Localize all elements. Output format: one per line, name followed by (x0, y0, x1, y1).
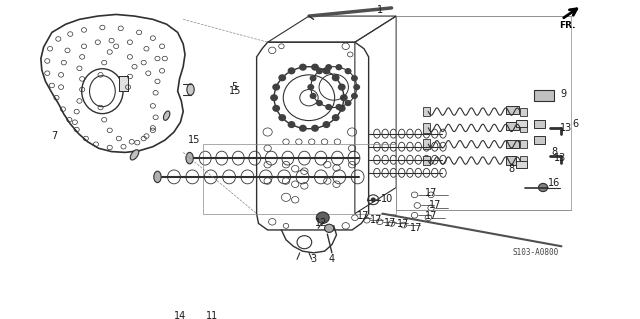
Circle shape (332, 115, 339, 121)
Text: 16: 16 (548, 178, 560, 188)
Circle shape (351, 76, 357, 81)
Text: 7: 7 (51, 131, 58, 141)
Bar (119, 77, 128, 91)
Ellipse shape (187, 84, 194, 95)
Text: S103-A0800: S103-A0800 (513, 248, 559, 257)
Text: 15: 15 (229, 86, 242, 96)
Text: 17: 17 (425, 188, 437, 198)
Text: 17: 17 (383, 218, 396, 228)
Text: 17: 17 (357, 211, 369, 221)
Circle shape (310, 76, 316, 81)
Text: 6: 6 (572, 119, 579, 129)
Bar (534, 136, 545, 144)
Text: 13: 13 (554, 153, 566, 163)
Text: 1: 1 (376, 4, 383, 15)
Text: 17: 17 (410, 223, 422, 233)
Bar (520, 124, 527, 132)
Text: 3: 3 (310, 254, 317, 263)
Text: 12: 12 (315, 219, 327, 228)
Circle shape (336, 105, 342, 109)
Text: 17: 17 (397, 219, 410, 229)
Circle shape (326, 65, 332, 70)
Circle shape (323, 68, 330, 74)
Circle shape (336, 65, 342, 70)
Circle shape (317, 69, 322, 74)
Circle shape (340, 95, 347, 100)
Text: 17: 17 (370, 215, 382, 225)
Text: FR.: FR. (559, 21, 575, 30)
Circle shape (317, 100, 322, 106)
Text: 17: 17 (425, 211, 437, 221)
Bar (506, 157, 516, 165)
Bar (520, 108, 527, 116)
Circle shape (538, 183, 548, 192)
Text: 8: 8 (509, 164, 515, 174)
Circle shape (326, 105, 332, 109)
Text: 9: 9 (560, 89, 566, 100)
Bar (423, 139, 430, 149)
Circle shape (323, 122, 330, 127)
Circle shape (300, 125, 306, 131)
Text: 17: 17 (429, 200, 441, 211)
Circle shape (351, 93, 357, 98)
Text: 11: 11 (207, 311, 219, 319)
Text: 13: 13 (560, 123, 572, 133)
Ellipse shape (154, 171, 161, 182)
Circle shape (312, 64, 318, 70)
Bar (534, 90, 554, 101)
Ellipse shape (186, 152, 193, 164)
Text: 10: 10 (381, 194, 393, 204)
Text: 8: 8 (551, 147, 557, 157)
Bar (516, 120, 527, 127)
Bar (506, 140, 519, 148)
Bar (516, 160, 527, 168)
Ellipse shape (163, 111, 170, 120)
Circle shape (300, 64, 306, 70)
Circle shape (354, 85, 360, 90)
Circle shape (312, 125, 318, 131)
Circle shape (324, 224, 333, 233)
Circle shape (346, 100, 351, 106)
Circle shape (279, 115, 285, 121)
Bar (506, 122, 519, 130)
Circle shape (271, 95, 277, 100)
Circle shape (273, 84, 280, 90)
Text: 4: 4 (329, 254, 335, 263)
Circle shape (288, 68, 295, 74)
Ellipse shape (131, 150, 139, 160)
Text: 15: 15 (188, 135, 200, 145)
Text: 5: 5 (232, 82, 237, 92)
Circle shape (316, 212, 329, 223)
Bar (423, 156, 430, 166)
Text: 14: 14 (174, 311, 186, 319)
Circle shape (288, 122, 295, 127)
Bar (520, 140, 527, 148)
Circle shape (273, 106, 280, 111)
Circle shape (371, 198, 375, 201)
Bar (520, 157, 527, 165)
Bar (423, 107, 430, 116)
Circle shape (332, 75, 339, 81)
Circle shape (339, 84, 345, 90)
Circle shape (346, 69, 351, 74)
Circle shape (339, 106, 345, 111)
Bar (534, 120, 545, 128)
Bar (119, 77, 128, 91)
Circle shape (310, 93, 316, 98)
Circle shape (279, 75, 285, 81)
Bar (423, 123, 430, 133)
Circle shape (308, 85, 314, 90)
Bar (506, 106, 519, 114)
